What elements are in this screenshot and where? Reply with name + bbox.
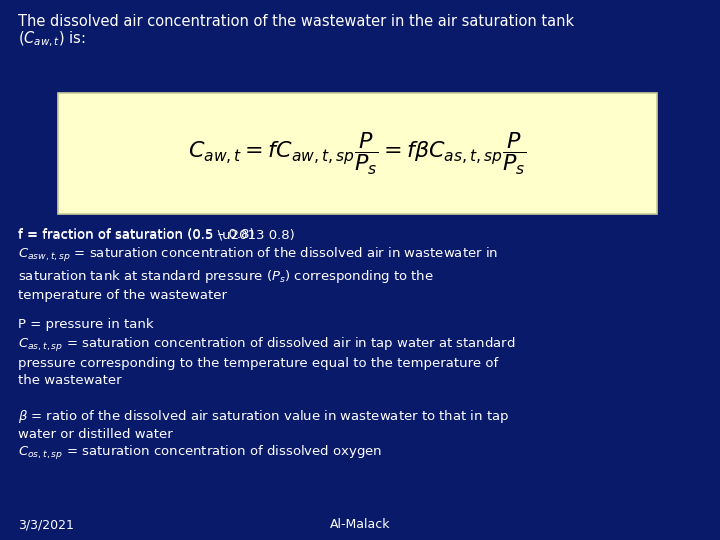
Text: Al-Malack: Al-Malack xyxy=(330,518,390,531)
Text: P = pressure in tank: P = pressure in tank xyxy=(18,318,153,331)
Text: 3/3/2021: 3/3/2021 xyxy=(18,518,74,531)
Text: $C_{asw,t,sp}$ = saturation concentration of the dissolved air in wastewater in
: $C_{asw,t,sp}$ = saturation concentratio… xyxy=(18,246,498,302)
Text: f = fraction of saturation (0.5 – 0.8): f = fraction of saturation (0.5 – 0.8) xyxy=(18,228,254,241)
Text: $\beta$ = ratio of the dissolved air saturation value in wastewater to that in t: $\beta$ = ratio of the dissolved air sat… xyxy=(18,408,509,442)
Text: $C_{aw,t} = fC_{aw,t,sp}\dfrac{P}{P_s} = f\beta C_{as,t,sp}\dfrac{P}{P_s}$: $C_{aw,t} = fC_{aw,t,sp}\dfrac{P}{P_s} =… xyxy=(189,130,527,177)
FancyBboxPatch shape xyxy=(58,93,657,214)
Text: The dissolved air concentration of the wastewater in the air saturation tank: The dissolved air concentration of the w… xyxy=(18,14,574,29)
Text: $C_{os,t,sp}$ = saturation concentration of dissolved oxygen: $C_{os,t,sp}$ = saturation concentration… xyxy=(18,444,382,462)
Text: f = fraction of saturation (0.5 \u2013 0.8): f = fraction of saturation (0.5 \u2013 0… xyxy=(18,228,294,241)
Text: ($C_{aw,t}$) is:: ($C_{aw,t}$) is: xyxy=(18,30,86,49)
Text: $C_{as,t,sp}$ = saturation concentration of dissolved air in tap water at standa: $C_{as,t,sp}$ = saturation concentration… xyxy=(18,336,516,387)
